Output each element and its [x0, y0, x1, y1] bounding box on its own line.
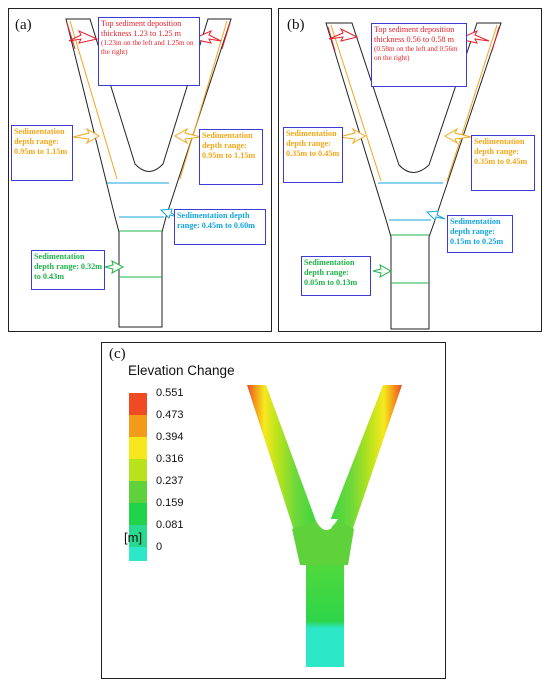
junction-note: Sedimentation depth range: 0.15m to 0.25… — [447, 215, 513, 253]
stem-area — [306, 565, 344, 667]
right-branch-deposit-line — [179, 20, 228, 180]
right-top-deposit-line — [221, 22, 231, 50]
orange-arrow-right — [444, 127, 472, 145]
right-branch-deposit-line — [446, 24, 498, 182]
junction-area — [292, 521, 354, 565]
orange-arrow-right — [174, 127, 202, 145]
green-arrow — [104, 260, 125, 274]
legend-value-5: 0.159 — [156, 497, 184, 509]
left-branch-deposit-line — [330, 24, 382, 182]
legend-value-3: 0.316 — [156, 453, 184, 465]
color-bar-segment — [129, 481, 147, 503]
left-branch-text: Sedimentation depth range: 0.95m to 1.15… — [14, 127, 68, 156]
legend-value-2: 0.394 — [156, 431, 184, 443]
panel-c-label: (c) — [109, 346, 126, 362]
right-top-deposit-line — [491, 26, 500, 52]
top-deposition-title: Top sediment deposition thickness 1.23 t… — [101, 19, 182, 38]
top-deposition-detail: (0.58m on the left and 0.56m on the righ… — [374, 45, 458, 62]
right-branch-text: Sedimentation depth range: 0.35m to 0.45… — [474, 137, 528, 166]
junction-note: Sedimentation depth range: 0.45m to 0.60… — [174, 209, 266, 245]
top-deposition-note: Top sediment deposition thickness 0.56 t… — [371, 23, 467, 87]
stem-text: Sedimentation depth range: 0.05m to 0.13… — [304, 258, 358, 287]
top-deposition-detail: (1.23m on the left and 1.25m on the righ… — [101, 39, 194, 56]
color-bar-segment — [129, 503, 147, 525]
right-branch-text: Sedimentation depth range: 0.95m to 1.15… — [202, 131, 256, 160]
junction-text: Sedimentation depth range: 0.45m to 0.60… — [177, 211, 255, 230]
left-top-deposit-line — [66, 22, 76, 50]
green-arrow — [372, 264, 393, 278]
panel-a-channel-diagram — [65, 18, 232, 328]
red-arrow-right — [191, 29, 222, 44]
right-branch-note: Sedimentation depth range: 0.95m to 1.15… — [199, 129, 263, 185]
panel-c: (c) Elevation Change — [101, 342, 446, 679]
top-deposition-title: Top sediment deposition thickness 0.56 t… — [374, 25, 455, 44]
channel-outline — [65, 18, 232, 328]
color-bar-segment — [129, 525, 147, 547]
left-branch-note: Sedimentation depth range: 0.35m to 0.45… — [283, 127, 343, 183]
color-bar-segment — [129, 459, 147, 481]
left-branch-deposit-line — [69, 20, 118, 180]
panel-a: (a) Top sediment deposition thickness 1.… — [8, 8, 272, 332]
color-bar-segment — [129, 437, 147, 459]
legend-title: Elevation Change — [128, 363, 235, 378]
right-arm — [330, 385, 402, 543]
left-branch-text: Sedimentation depth range: 0.35m to 0.45… — [286, 129, 340, 158]
channel-outline — [325, 22, 502, 330]
legend-value-7: 0 — [156, 541, 163, 553]
color-bar-segment — [129, 547, 147, 561]
right-branch-note: Sedimentation depth range: 0.35m to 0.45… — [471, 135, 535, 191]
legend-value-4: 0.237 — [156, 475, 184, 487]
orange-arrow-left — [338, 127, 366, 145]
junction-text: Sedimentation depth range: 0.15m to 0.25… — [450, 217, 504, 246]
stem-note: Sedimentation depth range: 0.32m to 0.43… — [31, 250, 105, 290]
top-deposition-note: Top sediment deposition thickness 1.23 t… — [98, 17, 200, 86]
color-bar-segment — [129, 393, 147, 415]
red-arrow-left — [68, 29, 99, 44]
orange-arrow-left — [72, 127, 100, 145]
junction-hole — [316, 519, 338, 529]
stem-note: Sedimentation depth range: 0.05m to 0.13… — [301, 256, 371, 296]
red-arrow-left — [328, 27, 359, 42]
stem-text: Sedimentation depth range: 0.32m to 0.43… — [34, 252, 102, 281]
cyan-arrow — [425, 210, 446, 221]
panel-b-label: (b) — [287, 17, 305, 33]
legend-value-0: 0.551 — [156, 387, 184, 399]
left-arm — [247, 385, 316, 543]
elevation-map — [129, 385, 402, 667]
panel-b-channel-diagram — [325, 22, 502, 330]
left-branch-note: Sedimentation depth range: 0.95m to 1.15… — [11, 125, 73, 181]
legend-value-1: 0.473 — [156, 409, 184, 421]
legend-value-6: 0.081 — [156, 519, 184, 531]
legend-unit: [m] — [124, 530, 143, 545]
panel-a-label: (a) — [15, 17, 32, 33]
color-bar — [129, 393, 147, 561]
color-bar-segment — [129, 415, 147, 437]
panel-b: (b) Top sediment deposition thickness 0.… — [278, 8, 542, 332]
